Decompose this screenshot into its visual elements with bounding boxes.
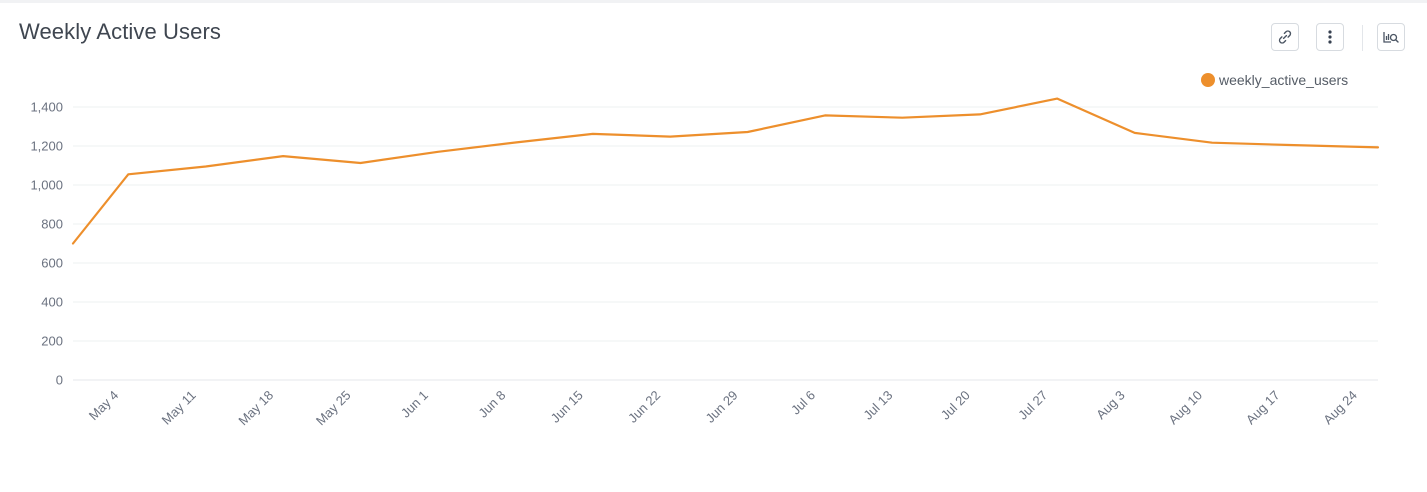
y-tick-label: 1,000 xyxy=(30,178,63,193)
x-tick-label: May 4 xyxy=(86,388,122,424)
x-tick-label: Jul 13 xyxy=(860,388,895,423)
data-point[interactable] xyxy=(124,170,132,178)
x-tick-label: Jul 27 xyxy=(1015,388,1050,423)
toolbar-separator xyxy=(1362,25,1363,51)
y-tick-label: 400 xyxy=(41,295,63,310)
x-tick-label: Jun 8 xyxy=(475,388,508,421)
data-point[interactable] xyxy=(821,111,829,119)
data-point[interactable] xyxy=(1053,95,1061,103)
x-tick-label: Jun 1 xyxy=(398,388,431,421)
explore-button[interactable] xyxy=(1377,23,1405,51)
data-point[interactable] xyxy=(589,130,597,138)
x-tick-label: May 18 xyxy=(235,388,276,429)
data-point[interactable] xyxy=(279,152,287,160)
data-point[interactable] xyxy=(1286,141,1294,149)
y-tick-label: 0 xyxy=(56,373,63,388)
vertical-dots-icon xyxy=(1328,30,1332,44)
chart-legend[interactable]: weekly_active_users xyxy=(1201,71,1348,89)
x-tick-label: Jun 22 xyxy=(625,388,663,426)
x-tick-label: Aug 3 xyxy=(1093,388,1128,423)
data-point[interactable] xyxy=(434,148,442,156)
link-icon xyxy=(1278,30,1292,44)
copy-link-button[interactable] xyxy=(1271,23,1299,51)
data-point[interactable] xyxy=(357,159,365,167)
more-options-button[interactable] xyxy=(1316,23,1344,51)
chart-title: Weekly Active Users xyxy=(19,19,221,44)
chart-toolbar xyxy=(0,23,1427,53)
x-tick-label: Jun 15 xyxy=(548,388,586,426)
x-tick-label: Aug 17 xyxy=(1243,388,1283,428)
x-tick-label: Jun 29 xyxy=(702,388,740,426)
data-point[interactable] xyxy=(511,138,519,146)
data-point[interactable] xyxy=(1131,129,1139,137)
x-tick-label: Aug 24 xyxy=(1320,388,1360,428)
data-point[interactable] xyxy=(976,110,984,118)
x-tick-label: Jul 20 xyxy=(938,388,973,423)
legend-label: weekly_active_users xyxy=(1219,72,1349,88)
series-line-weekly-active-users[interactable] xyxy=(71,97,1380,245)
data-point[interactable] xyxy=(202,162,210,170)
x-tick-label: May 25 xyxy=(313,388,354,429)
data-point[interactable] xyxy=(898,114,906,122)
y-tick-label: 600 xyxy=(41,256,63,271)
legend-marker xyxy=(1201,73,1215,87)
chart-search-icon xyxy=(1383,32,1399,43)
x-tick-label: Aug 10 xyxy=(1165,388,1205,428)
data-point[interactable] xyxy=(666,133,674,141)
x-tick-label: May 11 xyxy=(159,388,199,428)
data-point[interactable] xyxy=(69,240,77,248)
data-point[interactable] xyxy=(1374,143,1382,151)
y-tick-label: 1,400 xyxy=(30,100,63,115)
y-tick-label: 1,200 xyxy=(30,139,63,154)
y-tick-label: 800 xyxy=(41,217,63,232)
data-point[interactable] xyxy=(1208,139,1216,147)
data-point[interactable] xyxy=(744,128,752,136)
x-tick-label: Jul 6 xyxy=(788,388,818,418)
top-divider xyxy=(0,0,1427,3)
y-tick-label: 200 xyxy=(41,334,63,349)
